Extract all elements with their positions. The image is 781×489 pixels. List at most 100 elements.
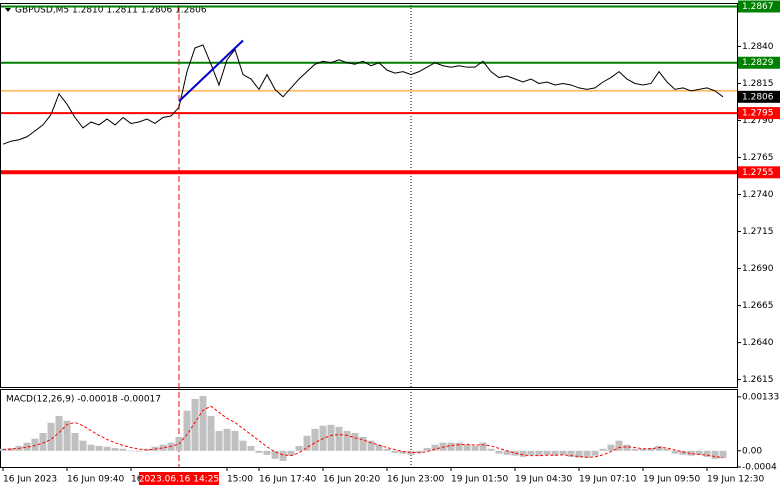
x-tick-label: 16 xyxy=(131,475,143,485)
y-tick-label: 1.2790 xyxy=(742,116,774,126)
macd-bar xyxy=(7,447,15,451)
macd-bar xyxy=(351,432,359,451)
macd-bar xyxy=(567,450,575,457)
x-tick-label: 19 Jun 07:10 xyxy=(579,475,636,485)
macd-bar xyxy=(527,450,535,455)
level-label: 1.2755 xyxy=(742,168,774,178)
macd-bar xyxy=(639,448,647,451)
macd-bar xyxy=(303,435,311,451)
macd-bar xyxy=(271,450,279,459)
macd-bar xyxy=(383,448,391,451)
macd-panel xyxy=(0,389,738,468)
macd-bar xyxy=(39,432,47,451)
macd-bar xyxy=(119,448,127,451)
macd-bar xyxy=(615,440,623,451)
macd-bar xyxy=(55,415,63,451)
level-label-box xyxy=(738,56,780,69)
macd-bar xyxy=(519,450,527,457)
macd-bar xyxy=(671,450,679,454)
macd-bar xyxy=(687,450,695,456)
macd-bar xyxy=(287,450,295,456)
macd-bar xyxy=(551,450,559,456)
main-panel xyxy=(0,3,738,388)
x-tick-label: 16 Jun 20:20 xyxy=(323,475,380,485)
macd-bar xyxy=(487,448,495,451)
macd-bar xyxy=(23,442,31,451)
x-tick-label: 16 Jun 23:00 xyxy=(387,475,444,485)
macd-bar xyxy=(295,445,303,451)
y-tick-label: 0.00133 xyxy=(742,392,779,402)
last-price-box xyxy=(738,90,780,103)
y-tick-label: 1.2640 xyxy=(742,338,774,348)
macd-bar xyxy=(127,450,135,452)
macd-bar xyxy=(511,450,519,456)
macd-bar xyxy=(607,444,615,451)
macd-bar xyxy=(335,426,343,451)
macd-bar xyxy=(215,430,223,451)
macd-bar xyxy=(279,450,287,461)
y-tick-label: 1.2665 xyxy=(742,301,774,311)
level-label-box xyxy=(738,107,780,120)
x-tick-label: 19 Jun 01:50 xyxy=(451,475,508,485)
macd-bar xyxy=(263,450,271,455)
x-tick-label: 16 Jun 09:40 xyxy=(67,475,124,485)
macd-bar xyxy=(183,410,191,451)
macd-bar xyxy=(367,440,375,451)
macd-bar xyxy=(47,422,55,451)
last-price-label: 1.2806 xyxy=(742,92,774,102)
macd-bar xyxy=(463,444,471,451)
macd-bar xyxy=(559,450,567,455)
macd-bar xyxy=(455,442,463,451)
macd-bar xyxy=(71,432,79,451)
macd-bar xyxy=(95,445,103,451)
y-tick-label: 1.2740 xyxy=(742,190,774,200)
x-tick-label: 15:00 xyxy=(227,475,253,485)
y-tick-label: 0.00 xyxy=(742,446,762,456)
level-label: 1.2829 xyxy=(742,58,774,68)
macd-bar xyxy=(375,444,383,451)
macd-bar xyxy=(543,450,551,455)
macd-bar xyxy=(623,444,631,451)
chart-title: GBPUSD,M5 1.2810 1.2811 1.2806 1.2806 xyxy=(15,6,207,16)
y-tick-label: 1.2615 xyxy=(742,375,774,385)
level-label: 1.2795 xyxy=(742,109,774,119)
y-tick-label: 1.2715 xyxy=(742,227,774,237)
macd-bar xyxy=(663,448,671,451)
macd-bar xyxy=(255,450,263,453)
trend-line xyxy=(178,39,244,102)
macd-bar xyxy=(79,440,87,451)
macd-bar xyxy=(583,450,591,458)
y-tick-label: 1.2840 xyxy=(742,42,774,52)
macd-bar xyxy=(63,420,71,451)
macd-bar xyxy=(247,445,255,451)
level-label-box xyxy=(738,0,780,13)
macd-bar xyxy=(135,450,143,452)
y-tick-label: 1.2765 xyxy=(742,153,774,163)
x-tick-label: 19 Jun 09:50 xyxy=(643,475,700,485)
macd-bar xyxy=(503,450,511,455)
y-tick-label: 1.2815 xyxy=(742,79,774,89)
macd-bar xyxy=(87,444,95,451)
macd-bar xyxy=(495,450,503,454)
macd-bar xyxy=(407,450,415,455)
macd-bar xyxy=(703,450,711,457)
macd-title: MACD(12,26,9) -0.00018 -0.00017 xyxy=(6,395,161,405)
macd-bar xyxy=(199,396,207,451)
menu-icon xyxy=(5,8,11,12)
macd-bar xyxy=(191,398,199,451)
macd-bar xyxy=(31,438,39,451)
price-line xyxy=(2,44,724,145)
macd-bar xyxy=(655,445,663,451)
macd-bar xyxy=(223,428,231,451)
macd-bar xyxy=(415,450,423,453)
macd-bar xyxy=(399,450,407,454)
macd-bar xyxy=(575,450,583,458)
x-tick-label: 19 Jun 04:30 xyxy=(515,475,572,485)
cursor-label-box xyxy=(139,472,219,485)
macd-bar xyxy=(719,450,727,459)
x-tick-label: 16 Jun 2023 xyxy=(3,475,57,485)
cursor-label: 2023.06.16 14:25 xyxy=(139,475,219,485)
macd-bar xyxy=(471,445,479,451)
x-tick-label: 16 Jun 17:40 xyxy=(259,475,316,485)
